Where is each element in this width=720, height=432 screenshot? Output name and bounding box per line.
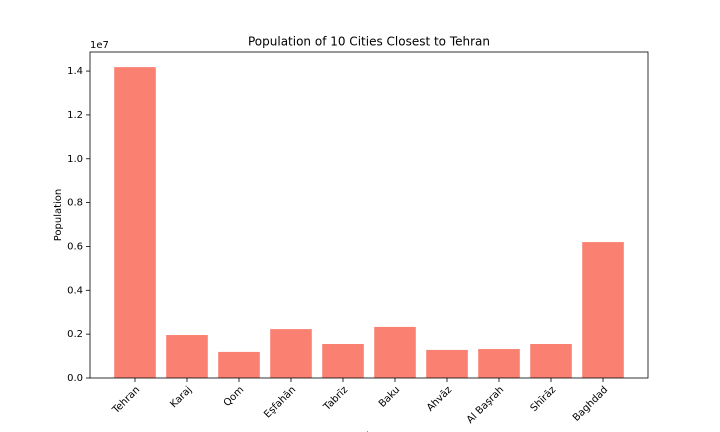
bar — [426, 349, 468, 378]
y-tick-label: 0.4 — [67, 285, 83, 296]
bar — [530, 344, 572, 378]
bar — [478, 349, 520, 378]
bar — [114, 67, 156, 378]
y-tick-label: 1.4 — [67, 66, 83, 77]
y-offset-label: 1e7 — [90, 40, 109, 51]
bar — [322, 344, 364, 378]
plot-frame — [89, 51, 649, 379]
bar — [374, 326, 416, 378]
bar — [166, 335, 208, 378]
bar — [218, 351, 260, 378]
bar — [270, 329, 312, 378]
y-tick-label: 1.2 — [67, 110, 83, 121]
y-tick-label: 0.8 — [67, 198, 83, 209]
y-tick-label: 0.6 — [67, 241, 83, 252]
chart-title: Population of 10 Cities Closest to Tehra… — [248, 35, 490, 49]
y-tick-label: 0.0 — [67, 373, 83, 384]
y-axis-label: Population — [53, 189, 64, 242]
bar — [582, 242, 624, 378]
y-tick-label: 0.2 — [67, 329, 83, 340]
y-tick-label: 1.0 — [67, 154, 83, 165]
